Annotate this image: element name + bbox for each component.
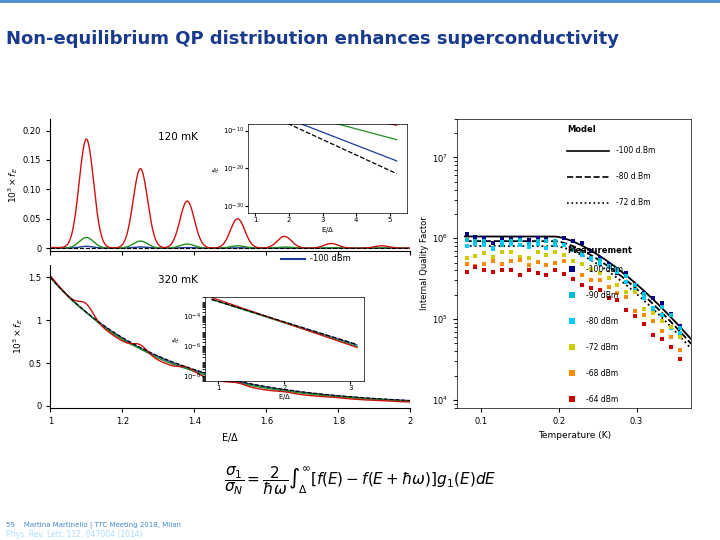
Text: -90 dBm: -90 dBm — [586, 291, 618, 300]
Text: -80 dBm: -80 dBm — [310, 267, 346, 275]
Text: 120 mK: 120 mK — [158, 132, 198, 142]
Text: P. De Visser, TTC FNAL 2017: P. De Visser, TTC FNAL 2017 — [520, 524, 684, 534]
Text: Example f(E) -> $\sigma_1$, Q$_i$: Example f(E) -> $\sigma_1$, Q$_i$ — [207, 70, 513, 103]
Text: Measurement: Measurement — [567, 246, 632, 255]
Text: -72 d.Bm: -72 d.Bm — [616, 198, 651, 207]
X-axis label: E/$\Delta$: E/$\Delta$ — [278, 392, 291, 402]
Text: Phys. Rev. Lett. 112, 047004 (2014): Phys. Rev. Lett. 112, 047004 (2014) — [6, 530, 143, 539]
Text: 59    Martina Martinello | TTC Meeting 2018, Milan: 59 Martina Martinello | TTC Meeting 2018… — [6, 523, 181, 529]
Text: $\dfrac{\sigma_1}{\sigma_N} = \dfrac{2}{\hbar\omega}\int_{\Delta}^{\infty}[f(E)-: $\dfrac{\sigma_1}{\sigma_N} = \dfrac{2}{… — [224, 464, 496, 497]
X-axis label: E/$\Delta$: E/$\Delta$ — [321, 225, 334, 235]
Y-axis label: $10^3 \times f_E$: $10^3 \times f_E$ — [6, 167, 20, 203]
Text: -80 d.Bm: -80 d.Bm — [616, 172, 651, 181]
Text: -80 dBm: -80 dBm — [586, 316, 618, 326]
Text: 320 mK: 320 mK — [158, 275, 198, 285]
X-axis label: E/$\Delta$: E/$\Delta$ — [221, 431, 240, 444]
Text: Non-equilibrium QP distribution enhances superconductivity: Non-equilibrium QP distribution enhances… — [6, 30, 618, 48]
Y-axis label: Internal Quality Factor: Internal Quality Factor — [420, 217, 429, 310]
Text: -100 dBm: -100 dBm — [310, 254, 351, 263]
Text: -100 dBm: -100 dBm — [586, 265, 623, 274]
Y-axis label: $10^3 \times f_E$: $10^3 \times f_E$ — [12, 318, 25, 354]
Text: Thermal: Thermal — [310, 292, 345, 301]
Y-axis label: $f_E$: $f_E$ — [171, 335, 181, 342]
Y-axis label: $f_E$: $f_E$ — [212, 165, 222, 172]
Text: Model: Model — [567, 125, 596, 133]
X-axis label: Temperature (K): Temperature (K) — [538, 431, 611, 440]
Text: -64 dBm: -64 dBm — [586, 395, 618, 403]
Text: -68 dBm: -68 dBm — [586, 368, 618, 377]
Text: -100 d.Bm: -100 d.Bm — [616, 146, 656, 155]
Text: -72 dBm: -72 dBm — [310, 279, 346, 288]
Text: -72 dBm: -72 dBm — [586, 342, 618, 352]
